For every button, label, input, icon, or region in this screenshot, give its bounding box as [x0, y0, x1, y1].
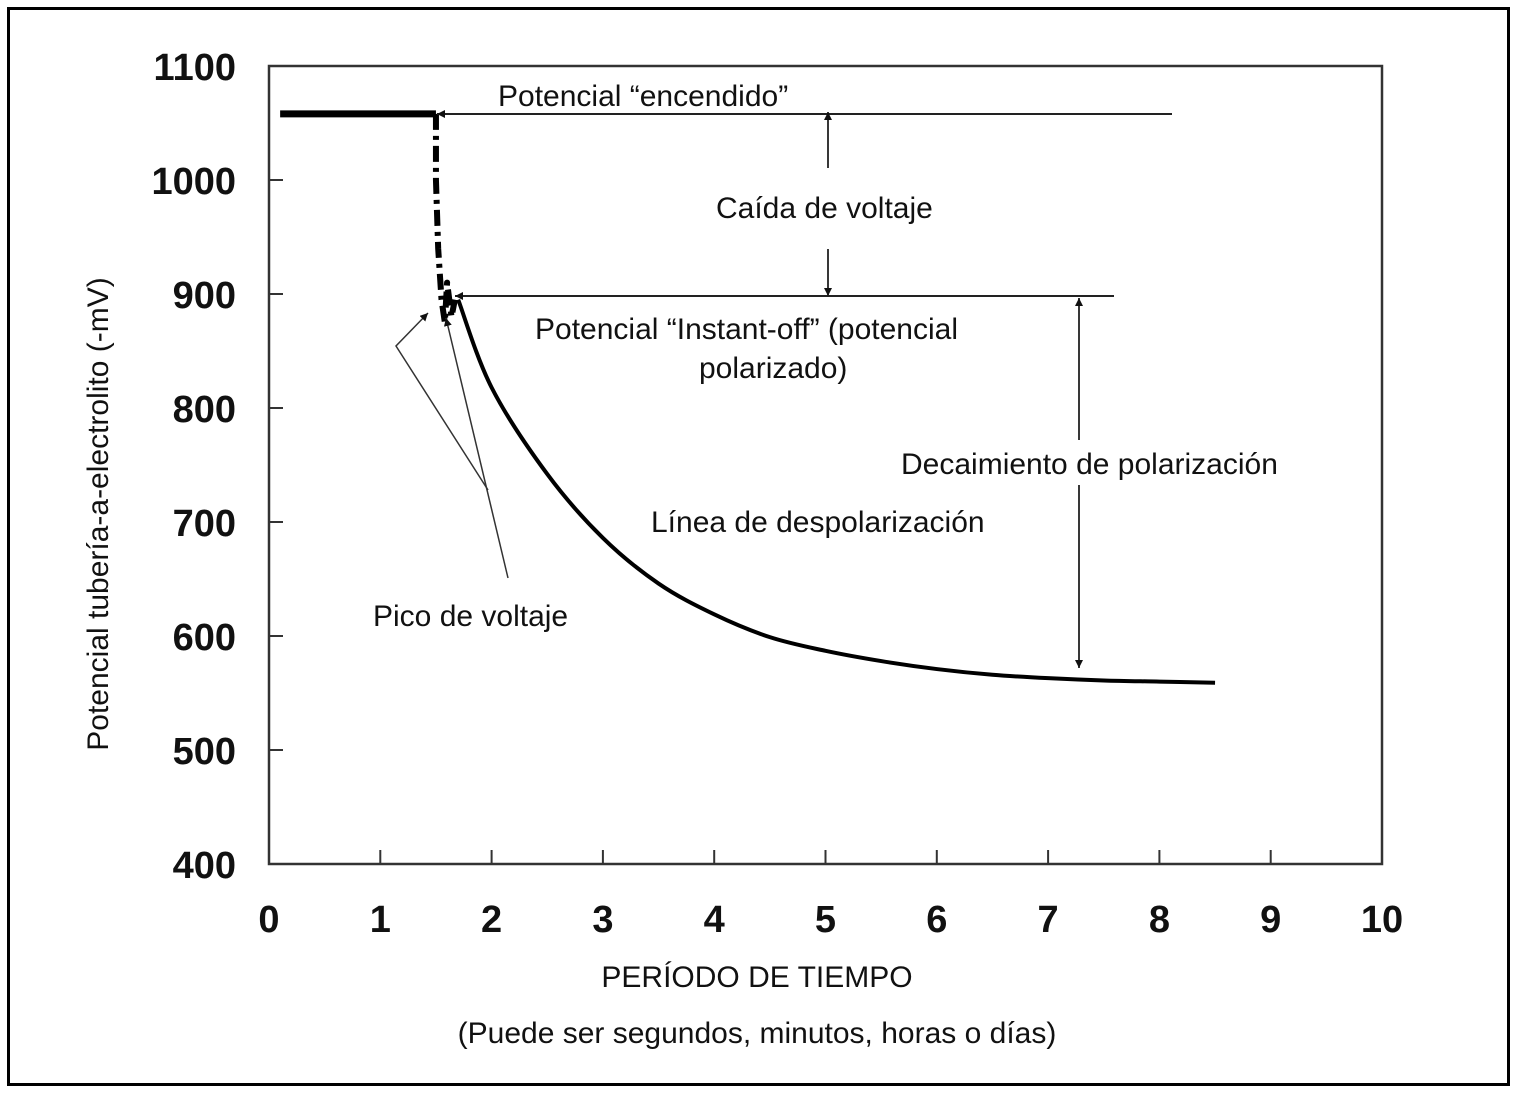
y-tick-label: 1100 [154, 47, 236, 89]
x-tick-label: 4 [704, 899, 725, 941]
y-tick-label: 600 [173, 617, 236, 659]
y-tick-label: 400 [173, 845, 236, 887]
x-axis-label: PERÍODO DE TIEMPO [601, 961, 912, 994]
x-tick-label: 3 [592, 899, 613, 941]
annotation-voltage-drop: Caída de voltaje [716, 192, 933, 225]
y-tick-label: 500 [173, 731, 236, 773]
annotation-instant-off-line1: Potencial “Instant-off” (potencial [535, 313, 958, 346]
annotation-on-potential: Potencial “encendido” [498, 80, 788, 113]
annotation-depolarization-line: Línea de despolarización [651, 506, 985, 539]
depolarization-curve [456, 298, 1216, 685]
x-tick-label: 9 [1260, 899, 1281, 941]
y-axis-label: Potencial tubería-a-electrolito (-mV) [82, 277, 115, 751]
x-tick-label: 6 [926, 899, 947, 941]
y-tick-label: 1000 [151, 161, 236, 203]
x-tick-label: 8 [1149, 899, 1170, 941]
x-tick-label: 2 [481, 899, 502, 941]
annotation-polarization-decay: Decaimiento de polarización [901, 448, 1278, 481]
x-tick-label: 5 [815, 899, 836, 941]
y-tick-label: 900 [173, 275, 236, 317]
annotation-instant-off-line2: polarizado) [699, 352, 847, 385]
voltage-spike-pointer-b [443, 317, 509, 579]
figure-frame [7, 7, 1510, 1086]
x-tick-label: 10 [1361, 899, 1403, 941]
x-tick-label: 7 [1038, 899, 1059, 941]
series-layer [280, 110, 1216, 685]
y-tick-label: 700 [173, 503, 236, 545]
x-tick-label: 0 [258, 899, 279, 941]
y-axis-ticks: 400 500 600 700 800 900 1000 1100 [151, 47, 283, 887]
x-axis-ticks: 0 1 2 3 4 5 6 7 8 9 10 [258, 850, 1403, 941]
y-tick-label: 800 [173, 389, 236, 431]
annotation-voltage-spike: Pico de voltaje [373, 600, 568, 633]
switch-off-transient-line [432, 113, 458, 326]
x-axis-note: (Puede ser segundos, minutos, horas o dí… [458, 1017, 1057, 1050]
voltage-spike-pointer-a [395, 312, 489, 491]
x-tick-label: 1 [370, 899, 391, 941]
